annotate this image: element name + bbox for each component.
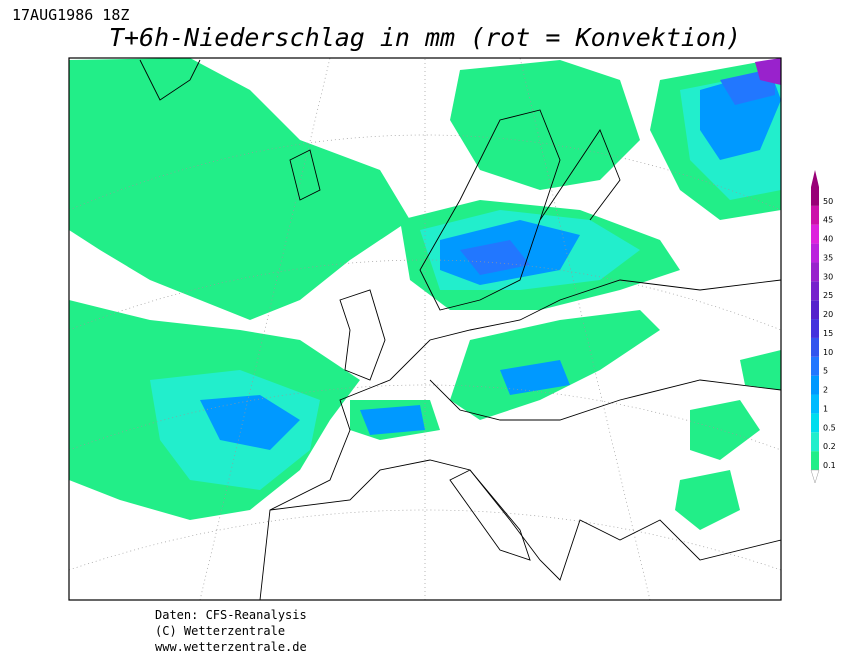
legend-label: 15 <box>823 329 833 338</box>
footer-line: (C) Wetterzentrale <box>155 624 285 638</box>
legend-swatch <box>811 300 819 320</box>
map <box>68 57 782 601</box>
legend-swatch <box>811 243 819 263</box>
legend-swatch <box>811 356 819 376</box>
legend-label: 30 <box>823 272 833 281</box>
map-title: T+6h-Niederschlag in mm (rot = Konvektio… <box>109 23 741 52</box>
legend-swatch <box>811 375 819 395</box>
legend-label: 40 <box>823 235 833 244</box>
legend-label: 50 <box>823 197 833 206</box>
legend-label: 2 <box>823 386 828 395</box>
footer-line: Daten: CFS-Reanalysis <box>155 608 307 622</box>
footer-line: www.wetterzentrale.de <box>155 640 307 654</box>
legend-label: 35 <box>823 253 833 262</box>
legend-arrow <box>811 170 819 187</box>
legend-label: 0.2 <box>823 442 836 451</box>
date-label: 17AUG1986 18Z <box>12 6 129 24</box>
legend-swatch <box>811 394 819 414</box>
legend-label: 25 <box>823 291 833 300</box>
legend-swatch <box>811 337 819 357</box>
legend-label: 45 <box>823 216 833 225</box>
legend-swatch <box>811 187 819 206</box>
legend-label: 0.5 <box>823 423 836 432</box>
legend-swatch <box>811 262 819 282</box>
legend-swatch <box>811 319 819 338</box>
legend-label: 1 <box>823 404 828 413</box>
legend-swatch <box>811 281 819 301</box>
legend-label: 10 <box>823 348 833 357</box>
legend-label: 0.1 <box>823 461 836 470</box>
legend-swatch <box>811 413 819 433</box>
legend-swatch <box>811 205 819 225</box>
legend-arrow <box>810 469 820 484</box>
legend-label: 20 <box>823 310 833 319</box>
legend-label: 5 <box>823 367 828 376</box>
legend-swatch <box>811 432 819 452</box>
legend-swatch <box>811 224 819 244</box>
legend-swatch <box>811 451 819 470</box>
